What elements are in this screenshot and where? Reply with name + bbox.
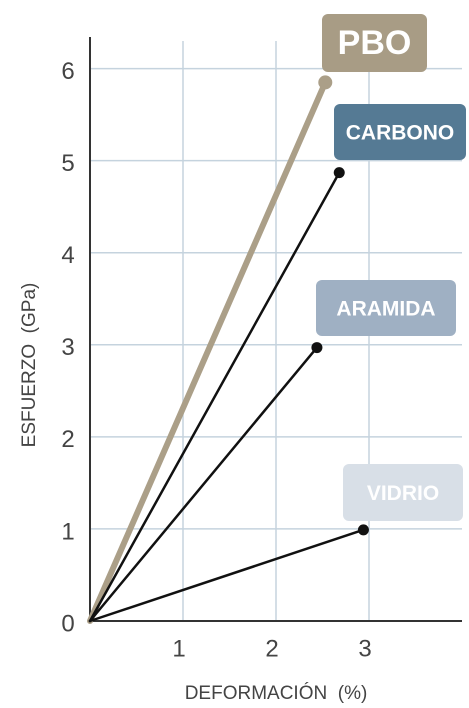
end-point xyxy=(311,342,323,354)
legend-box xyxy=(343,464,463,521)
legend-box xyxy=(322,14,427,72)
legend-label: PBO xyxy=(338,24,412,62)
x-axis-label: DEFORMACIÓN (%) xyxy=(185,682,368,704)
end-point xyxy=(318,75,333,90)
legend-box xyxy=(316,280,456,336)
x-tick-label: 1 xyxy=(172,635,185,662)
y-tick-label: 1 xyxy=(61,518,74,545)
series-line xyxy=(88,346,319,623)
legend-label: ARAMIDA xyxy=(336,298,435,321)
y-tick-label: 6 xyxy=(61,58,74,85)
series-line xyxy=(88,171,341,623)
x-tick-label: 3 xyxy=(358,635,371,662)
legend-label: CARBONO xyxy=(346,122,455,145)
y-tick-label: 5 xyxy=(61,150,74,177)
y-tick-label: 3 xyxy=(61,334,74,361)
x-tick-label: 2 xyxy=(265,635,278,662)
y-tick-label: 4 xyxy=(61,242,74,269)
y-tick-label: 0 xyxy=(61,610,74,637)
end-point xyxy=(357,524,369,536)
legend-label: VIDRIO xyxy=(367,482,439,505)
y-tick-label: 2 xyxy=(61,426,74,453)
series-line xyxy=(87,79,329,624)
y-axis-label: ESFUERZO (GPa) xyxy=(19,283,40,448)
end-point xyxy=(333,167,345,179)
series-line xyxy=(88,528,365,623)
legend-box xyxy=(334,104,466,160)
